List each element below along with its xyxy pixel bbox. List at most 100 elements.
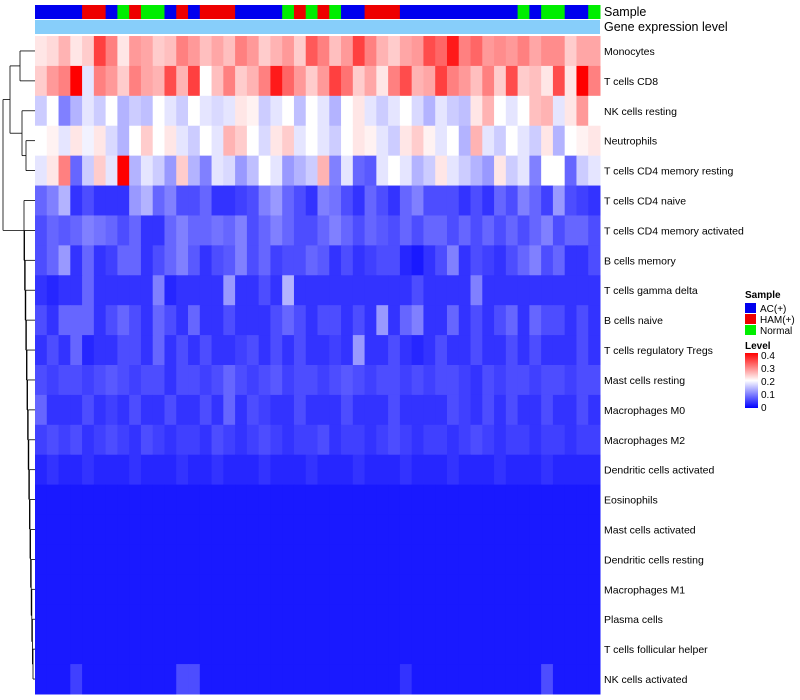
heatmap-cell xyxy=(46,454,60,486)
heatmap-cell xyxy=(129,125,142,157)
heatmap-cell xyxy=(529,514,542,545)
heatmap-cell xyxy=(470,634,483,665)
heatmap-cell xyxy=(35,275,48,306)
sample-cell-AC(+) xyxy=(494,5,507,19)
heatmap-cell xyxy=(458,664,472,695)
heatmap-cell xyxy=(58,245,71,276)
heatmap-cell xyxy=(129,604,142,635)
heatmap-cell xyxy=(211,245,224,276)
heatmap-cell xyxy=(329,484,342,516)
heatmap-cell xyxy=(176,305,189,336)
heatmap-cell xyxy=(364,155,377,187)
heatmap-cell xyxy=(235,155,248,187)
heatmap-cell xyxy=(282,365,295,396)
sample-cell-AC(+) xyxy=(399,5,413,19)
heatmap-cell xyxy=(505,604,519,635)
heatmap-cell xyxy=(293,215,307,246)
heatmap-cell xyxy=(105,245,118,276)
heatmap-cell xyxy=(411,185,424,216)
heatmap-cell xyxy=(258,634,271,665)
heatmap-cell xyxy=(541,424,554,456)
heatmap-cell xyxy=(105,634,118,665)
heatmap-cell xyxy=(329,604,342,635)
heatmap-cell xyxy=(552,215,566,246)
heatmap-cell xyxy=(246,604,260,635)
heatmap-cell xyxy=(188,454,201,486)
heatmap-cell xyxy=(282,275,295,306)
heatmap-cell xyxy=(552,604,566,635)
heatmap-cell xyxy=(376,335,389,366)
heatmap-cell xyxy=(58,215,71,246)
heatmap-cell xyxy=(376,245,389,276)
heatmap-cell xyxy=(435,125,448,157)
heatmap-cell xyxy=(293,454,307,486)
heatmap-cell xyxy=(388,454,401,486)
heatmap-cell xyxy=(188,664,201,695)
heatmap-cell xyxy=(270,36,283,67)
heatmap-cell xyxy=(505,335,519,366)
heatmap-cell xyxy=(529,335,542,366)
heatmap-cell xyxy=(376,574,389,605)
heatmap-cell xyxy=(235,634,248,665)
heatmap-cell xyxy=(235,185,248,216)
row-label: B cells naive xyxy=(604,315,663,327)
heatmap-cell xyxy=(164,604,177,635)
heatmap-cell xyxy=(376,424,389,456)
heatmap-cell xyxy=(35,36,48,67)
heatmap-cell xyxy=(258,36,271,67)
sample-cell-Normal xyxy=(305,5,318,19)
heatmap-cell xyxy=(458,484,472,516)
heatmap-cell xyxy=(246,215,260,246)
heatmap-cell xyxy=(529,65,542,97)
heatmap-cell xyxy=(329,424,342,456)
heatmap-cell xyxy=(58,664,71,695)
heatmap-cell xyxy=(364,394,377,426)
heatmap-cell xyxy=(246,365,260,396)
heatmap-cell xyxy=(35,65,48,97)
heatmap-cell xyxy=(388,335,401,366)
heatmap-cell xyxy=(317,634,330,665)
heatmap-cell xyxy=(529,664,542,695)
heatmap-cell xyxy=(258,574,271,605)
heatmap-cell xyxy=(117,634,130,665)
heatmap-cell xyxy=(470,394,483,426)
heatmap-cell xyxy=(93,125,107,157)
heatmap-cell xyxy=(529,245,542,276)
heatmap-cell xyxy=(58,305,71,336)
heatmap-cell xyxy=(517,65,530,97)
legend-tick-label: 0.4 xyxy=(761,351,775,362)
heatmap-cell xyxy=(411,574,424,605)
heatmap-cell xyxy=(293,275,307,306)
heatmap-cell xyxy=(293,514,307,545)
heatmap-cell xyxy=(470,365,483,396)
heatmap-cell xyxy=(505,275,519,306)
heatmap-cell xyxy=(293,245,307,276)
heatmap-cell xyxy=(188,95,201,127)
heatmap-cell xyxy=(576,424,589,456)
heatmap-cell xyxy=(199,245,213,276)
heatmap-cell xyxy=(588,185,601,216)
heatmap-cell xyxy=(117,574,130,605)
heatmap-cell xyxy=(270,95,283,127)
heatmap-cell xyxy=(423,305,436,336)
row-label: Mast cells resting xyxy=(604,375,685,387)
heatmap-cell xyxy=(541,65,554,97)
heatmap-cell xyxy=(282,514,295,545)
heatmap-cell xyxy=(70,424,83,456)
heatmap-cell xyxy=(305,365,318,396)
heatmap-cell xyxy=(70,574,83,605)
heatmap-cell xyxy=(517,95,530,127)
heatmap-cell xyxy=(564,305,577,336)
heatmap-cell xyxy=(588,484,601,516)
row-label: T cells regulatory Tregs xyxy=(604,345,713,357)
heatmap-cell xyxy=(93,185,107,216)
heatmap-cell xyxy=(235,454,248,486)
sample-cell-Normal xyxy=(282,5,295,19)
heatmap-cell xyxy=(352,544,366,575)
heatmap-cell xyxy=(341,454,354,486)
heatmap-cell xyxy=(293,394,307,426)
heatmap-cell xyxy=(482,544,495,575)
heatmap-cell xyxy=(388,36,401,67)
heatmap-cell xyxy=(446,185,460,216)
heatmap-cell xyxy=(317,514,330,545)
